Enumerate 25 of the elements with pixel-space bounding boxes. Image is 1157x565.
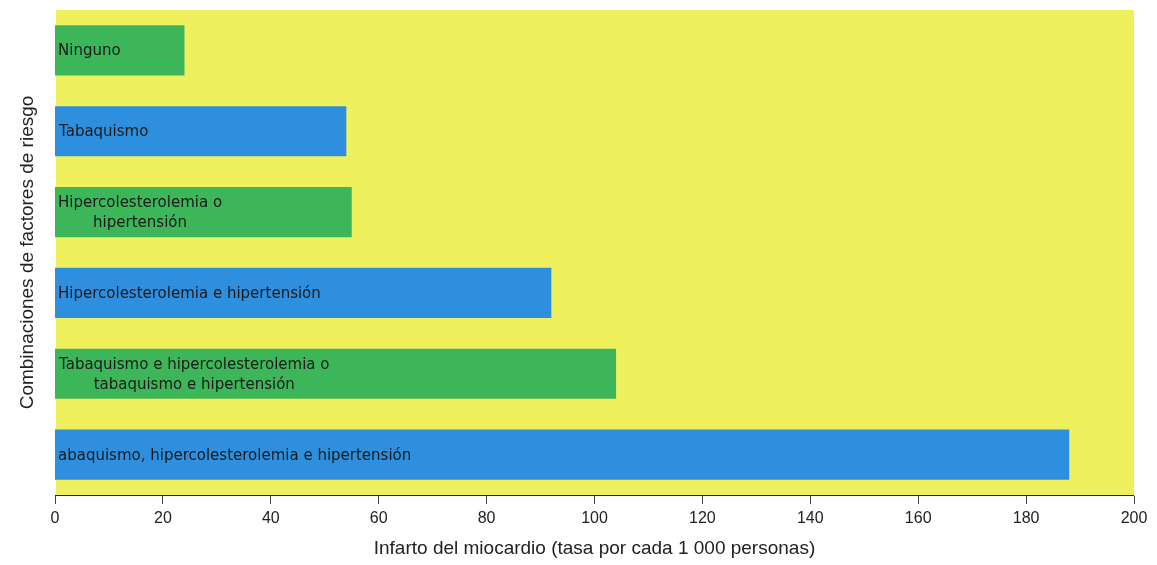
x-tick-label: 60 <box>369 509 388 527</box>
bar <box>55 429 1070 480</box>
x-tick-label: 200 <box>1120 509 1148 527</box>
bar <box>55 267 552 318</box>
bar <box>55 348 617 399</box>
x-tick-label: 100 <box>581 509 608 527</box>
x-tick-label: 140 <box>796 509 824 527</box>
y-tick-label: Hipercolesterolemia e hipertensión <box>58 283 321 302</box>
x-tick-label: 0 <box>50 509 60 527</box>
x-tick-label: 120 <box>689 509 716 527</box>
x-tick-label: 160 <box>904 509 932 527</box>
x-tick-label: 20 <box>154 509 172 527</box>
y-tick-label: Ninguno <box>58 41 121 60</box>
x-tick-label: 80 <box>477 509 496 527</box>
y-tick-label: Tabaquismo <box>58 122 149 141</box>
y-tick-label: Tabaquismo e hipercolesterolemia o tabaquismo e hipertensión <box>58 355 330 393</box>
bar <box>55 187 352 238</box>
x-tick-label: 40 <box>261 509 280 527</box>
x-axis-title: Infarto del miocardio (tasa por cada 1 000 personas) <box>373 537 816 558</box>
x-tick-label: 180 <box>1012 509 1040 527</box>
bar <box>55 25 185 76</box>
bar <box>55 106 347 157</box>
y-tick-label: Hipercolesterolemia o hipertensión <box>58 193 223 231</box>
y-axis-title: Combinaciones de factores de riesgo <box>15 95 37 410</box>
y-tick-label: abaquismo, hipercolesterolemia e hipertensión <box>58 445 412 464</box>
